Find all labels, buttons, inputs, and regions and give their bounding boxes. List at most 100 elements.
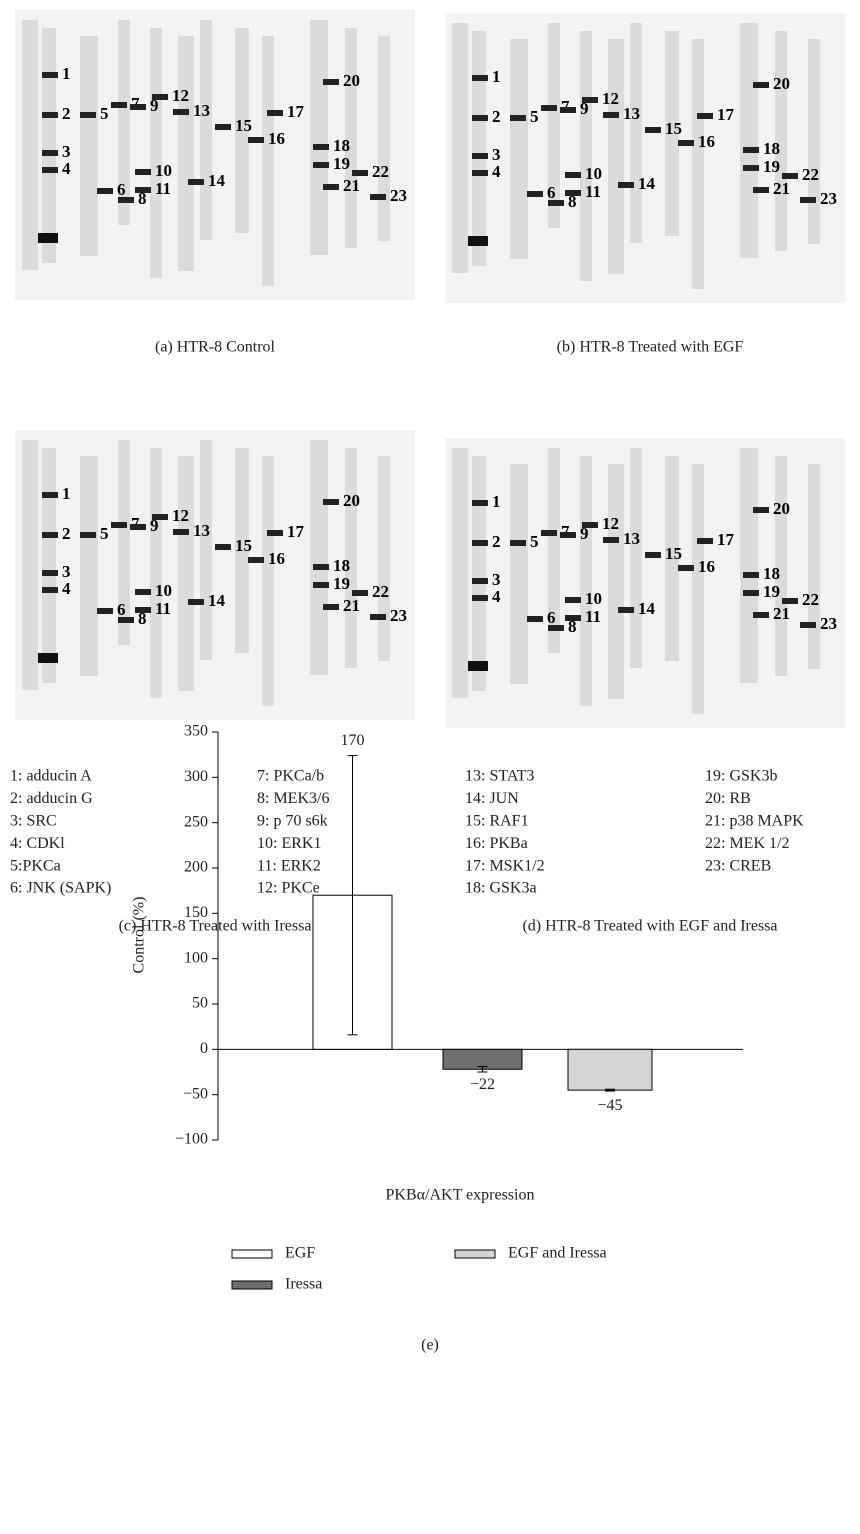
band-label: 15 [235,116,252,135]
band-label: 6 [117,180,126,199]
blot-lane [608,39,624,274]
band-label: 21 [773,179,790,198]
blot-lane [80,36,98,256]
key-entry: 1: adducin A [10,768,92,785]
blot-lane [378,36,390,241]
blot: 1234567891011121314151617181920212223 [445,438,845,728]
blot-band [173,529,189,535]
blot-lane [262,456,274,706]
blot-band [565,615,581,621]
chart-caption: (e) [421,1337,439,1354]
band-label: 13 [193,101,210,120]
blot-band [352,590,368,596]
blot-band [582,97,598,103]
blot-lane [178,456,194,691]
blot-band [215,544,231,550]
page: 1234567891011121314151617181920212223(a)… [0,0,860,1534]
blot-lane [630,448,642,668]
band-label: 20 [343,71,360,90]
band-label: 7 [131,94,140,113]
key-entry: 21: p38 MAPK [705,812,804,829]
blot-band [97,188,113,194]
band-label: 2 [492,532,501,551]
blot-band [313,564,329,570]
blot-lane [150,448,162,698]
blot-band [97,608,113,614]
blot-spot [468,236,488,246]
blot-band [510,115,526,121]
band-label: 23 [390,606,407,625]
blot-band [80,112,96,118]
blot-band [582,522,598,528]
band-label: 21 [343,596,360,615]
legend-swatch [455,1250,495,1258]
band-label: 20 [773,499,790,518]
blot-lane [608,464,624,699]
band-label: 18 [333,556,350,575]
y-tick-label: −50 [183,1085,208,1102]
band-label: 17 [287,102,305,121]
band-label: 10 [155,161,172,180]
blot-band [135,187,151,193]
blot-band [645,127,661,133]
blot-lane [452,448,468,698]
blot-band [118,617,134,623]
blot-lane [510,464,528,684]
blot-lane [808,39,820,244]
legend-label: EGF [285,1245,315,1262]
band-label: 10 [585,164,602,183]
band-label: 1 [492,67,501,86]
y-tick-label: 0 [200,1040,208,1057]
blot-band [618,182,634,188]
blot-band [743,590,759,596]
band-label: 4 [492,162,501,181]
band-label: 14 [208,591,226,610]
blot-lane [22,440,38,690]
band-label: 12 [172,506,189,525]
blot-band [565,172,581,178]
figure: 1234567891011121314151617181920212223(a)… [0,0,860,1529]
band-label: 7 [561,522,570,541]
blot-band [173,109,189,115]
blot-lane [310,440,328,675]
band-label: 14 [638,174,656,193]
blot-band [800,197,816,203]
value-label: −22 [470,1076,495,1093]
blot-lane [200,440,212,660]
band-label: 23 [820,614,837,633]
blot-band [215,124,231,130]
blot-band [753,612,769,618]
key-entry: 2: adducin G [10,790,93,807]
blot-band [560,107,576,113]
band-label: 14 [208,171,226,190]
blot-band [248,557,264,563]
blot-band [743,165,759,171]
band-label: 16 [698,557,715,576]
panel-caption: (d) HTR-8 Treated with EGF and Iressa [522,918,777,935]
blot-band [313,144,329,150]
key-entry: 16: PKBa [465,835,528,852]
blot-spot [38,233,58,243]
blot-band [548,625,564,631]
blot-band [472,75,488,81]
band-label: 7 [561,97,570,116]
band-label: 1 [62,64,71,83]
blot-band [782,173,798,179]
blot-band [565,597,581,603]
band-label: 6 [547,183,556,202]
blot: 1234567891011121314151617181920212223 [15,430,415,720]
blot-band [42,167,58,173]
band-label: 18 [763,564,780,583]
band-label: 4 [62,579,71,598]
blot-band [782,598,798,604]
blot-band [42,72,58,78]
blot-band [267,110,283,116]
key-entry: 8: MEK3/6 [257,790,329,807]
blot-band [603,537,619,543]
blot-band [42,150,58,156]
blot-band [697,538,713,544]
band-label: 22 [802,165,819,184]
blot-band [472,153,488,159]
blot-band [645,552,661,558]
value-label: −45 [597,1097,622,1114]
